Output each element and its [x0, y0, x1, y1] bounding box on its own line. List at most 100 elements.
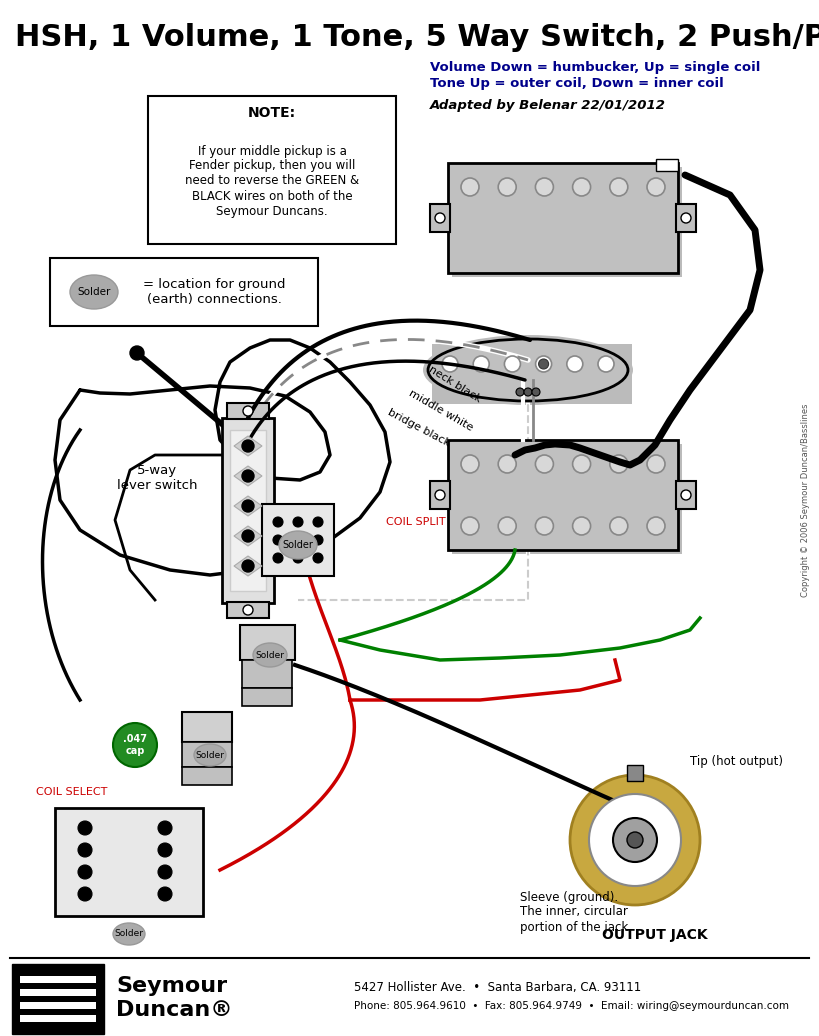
Bar [227, 403, 269, 419]
Circle shape [539, 359, 549, 369]
Bar [12, 965, 104, 1034]
Bar [182, 742, 232, 767]
Bar [20, 989, 96, 996]
Circle shape [524, 388, 532, 396]
Circle shape [78, 887, 92, 901]
Bar [432, 344, 632, 404]
Circle shape [242, 560, 254, 572]
Circle shape [498, 178, 516, 196]
Circle shape [647, 178, 665, 196]
Circle shape [158, 865, 172, 879]
Circle shape [293, 535, 303, 545]
Circle shape [536, 356, 552, 372]
Circle shape [313, 517, 323, 527]
Circle shape [505, 356, 520, 372]
Circle shape [570, 775, 700, 905]
Circle shape [158, 887, 172, 901]
Text: Solder: Solder [283, 540, 314, 550]
Circle shape [516, 388, 524, 396]
Text: Seymour: Seymour [116, 976, 227, 996]
Text: COIL SPLIT: COIL SPLIT [386, 517, 446, 527]
Text: Sleeve (ground).
The inner, circular
portion of the jack: Sleeve (ground). The inner, circular por… [520, 891, 628, 933]
Text: Tip (hot output): Tip (hot output) [690, 755, 783, 769]
Polygon shape [234, 466, 262, 486]
Circle shape [78, 843, 92, 857]
Circle shape [681, 490, 691, 500]
Circle shape [610, 517, 628, 535]
Bar [230, 430, 266, 591]
Circle shape [242, 530, 254, 542]
Bar [240, 625, 295, 660]
Circle shape [598, 356, 614, 372]
Ellipse shape [194, 744, 226, 766]
Circle shape [113, 723, 157, 767]
Ellipse shape [70, 275, 118, 309]
Bar [242, 660, 292, 688]
Circle shape [242, 470, 254, 482]
Ellipse shape [279, 531, 317, 559]
Circle shape [293, 553, 303, 563]
Circle shape [243, 605, 253, 615]
Circle shape [78, 865, 92, 879]
Circle shape [158, 843, 172, 857]
Circle shape [536, 455, 554, 473]
Circle shape [242, 500, 254, 512]
Text: Phone: 805.964.9610  •  Fax: 805.964.9749  •  Email: wiring@seymourduncan.com: Phone: 805.964.9610 • Fax: 805.964.9749 … [354, 1001, 789, 1011]
Polygon shape [234, 496, 262, 516]
Circle shape [610, 178, 628, 196]
Circle shape [536, 178, 554, 196]
Text: Volume Down = humbucker, Up = single coil: Volume Down = humbucker, Up = single coi… [430, 61, 760, 75]
Text: middle white: middle white [408, 387, 475, 432]
Text: .047
cap: .047 cap [123, 735, 147, 756]
Text: NOTE:: NOTE: [248, 106, 296, 120]
Circle shape [273, 517, 283, 527]
Circle shape [589, 794, 681, 886]
Bar [148, 96, 396, 244]
Bar [242, 688, 292, 706]
Circle shape [681, 213, 691, 223]
Circle shape [293, 517, 303, 527]
Bar [227, 602, 269, 618]
Circle shape [473, 356, 489, 372]
Bar [182, 712, 232, 742]
Bar [20, 1002, 96, 1009]
Circle shape [313, 535, 323, 545]
Text: Solder: Solder [77, 287, 111, 297]
Text: OUTPUT JACK: OUTPUT JACK [602, 928, 708, 942]
Bar [50, 258, 318, 326]
Bar [430, 204, 450, 232]
Circle shape [572, 178, 590, 196]
Circle shape [442, 356, 458, 372]
Circle shape [461, 178, 479, 196]
Circle shape [498, 455, 516, 473]
Circle shape [461, 517, 479, 535]
Polygon shape [234, 526, 262, 546]
Text: Tone Up = outer coil, Down = inner coil: Tone Up = outer coil, Down = inner coil [430, 78, 724, 90]
Bar [182, 767, 232, 785]
Circle shape [435, 213, 445, 223]
Ellipse shape [423, 335, 633, 405]
Circle shape [158, 821, 172, 835]
Bar [448, 163, 678, 274]
Circle shape [613, 818, 657, 862]
Circle shape [243, 406, 253, 416]
Circle shape [647, 517, 665, 535]
Bar [627, 765, 643, 781]
Bar [448, 440, 678, 550]
Text: 5-way
lever switch: 5-way lever switch [117, 464, 197, 492]
Bar [55, 808, 203, 916]
Bar [262, 503, 334, 576]
Text: Adapted by Belenar 22/01/2012: Adapted by Belenar 22/01/2012 [430, 99, 666, 113]
Polygon shape [234, 556, 262, 576]
Circle shape [313, 553, 323, 563]
Circle shape [567, 356, 583, 372]
Circle shape [532, 388, 540, 396]
Circle shape [461, 455, 479, 473]
Text: Copyright © 2006 Seymour Duncan/Basslines: Copyright © 2006 Seymour Duncan/Bassline… [802, 403, 811, 597]
Text: Solder: Solder [115, 929, 143, 939]
Circle shape [273, 535, 283, 545]
Bar [656, 159, 678, 171]
Text: HSH, 1 Volume, 1 Tone, 5 Way Switch, 2 Push/Pull: HSH, 1 Volume, 1 Tone, 5 Way Switch, 2 P… [15, 24, 819, 53]
Circle shape [435, 490, 445, 500]
Ellipse shape [113, 923, 145, 945]
